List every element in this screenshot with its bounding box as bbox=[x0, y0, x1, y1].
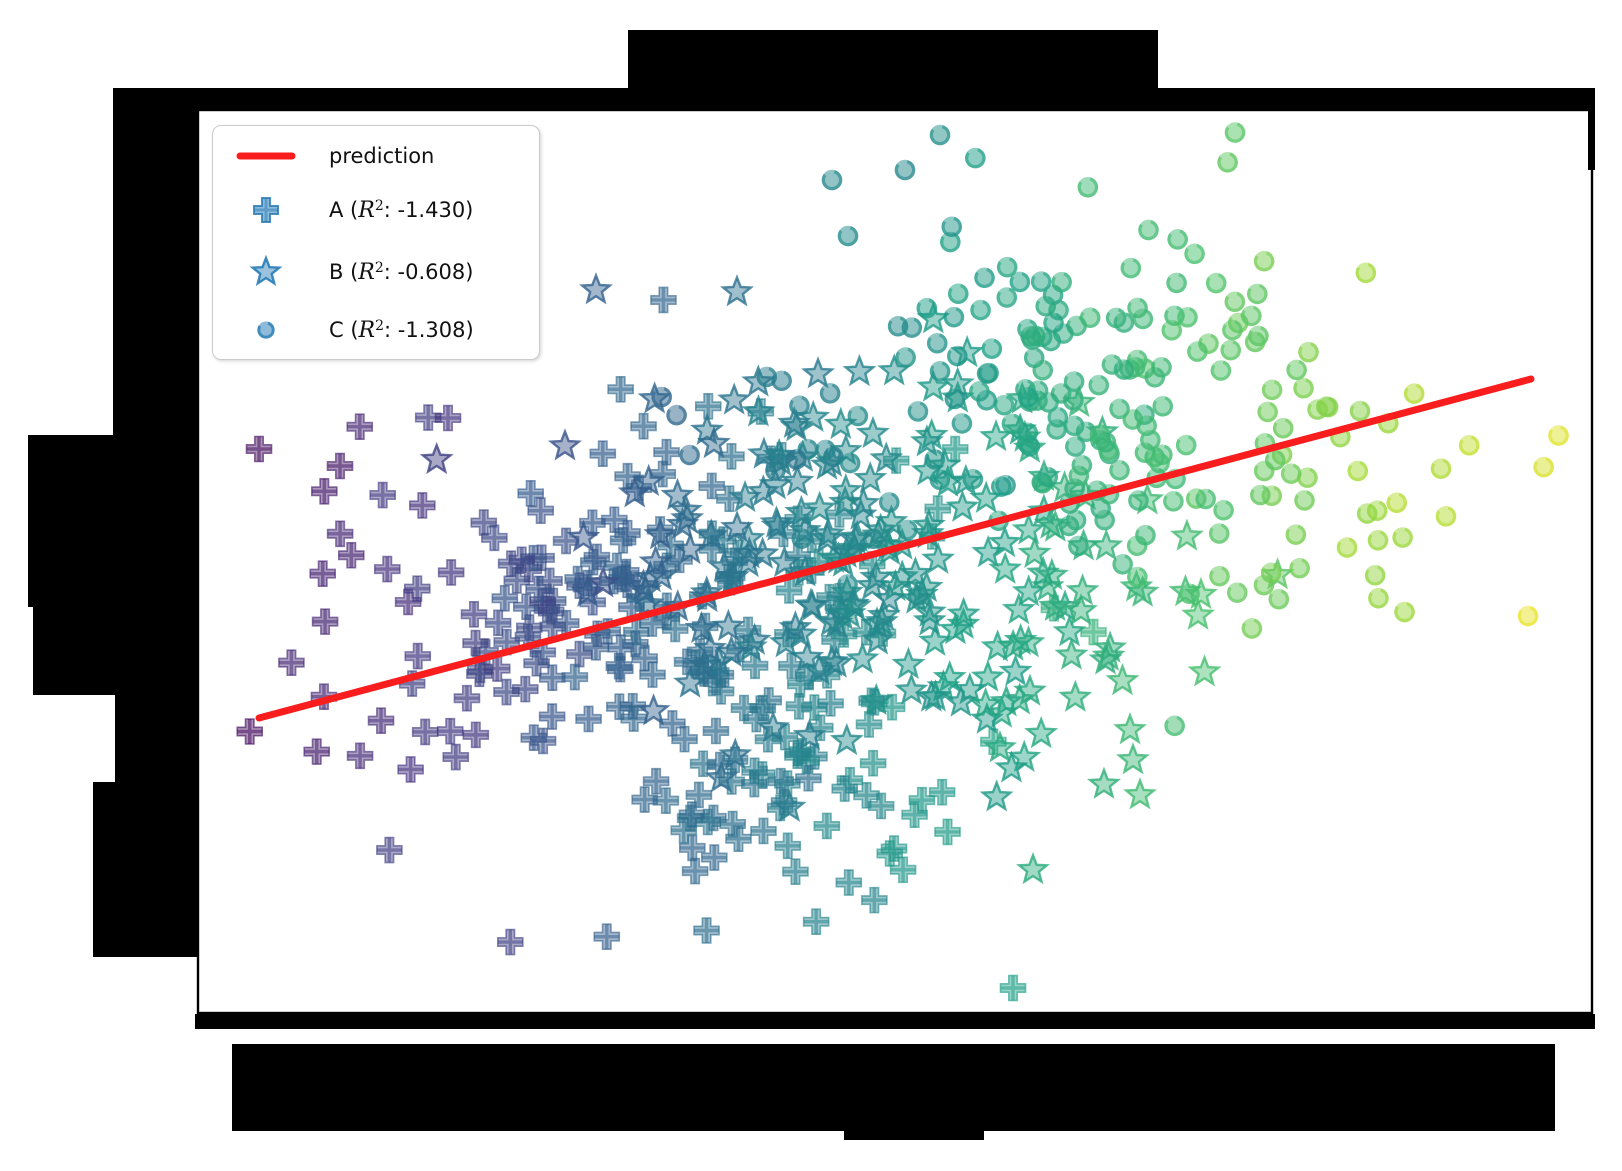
prediction-line-swatch bbox=[231, 137, 301, 175]
legend-label-a: A (R2: -1.430) bbox=[329, 197, 474, 223]
redacted-xaxis-strip bbox=[195, 1014, 1595, 1029]
legend-label-c: C (R2: -1.308) bbox=[329, 317, 474, 343]
redacted-right-notch bbox=[1588, 110, 1595, 170]
star-marker-glyph bbox=[249, 254, 283, 287]
legend-item-a: A (R2: -1.430) bbox=[213, 188, 539, 232]
redacted-xlabel-block bbox=[232, 1044, 1555, 1131]
plus-marker-icon bbox=[231, 191, 301, 229]
legend: prediction A (R2: -1.430) B (R2: -0.608) bbox=[212, 125, 540, 360]
legend-label-b: B (R2: -0.608) bbox=[329, 259, 474, 285]
legend-item-b: B (R2: -0.608) bbox=[213, 250, 539, 294]
redacted-title bbox=[628, 30, 1158, 88]
prediction-line bbox=[255, 375, 1535, 722]
legend-item-prediction: prediction bbox=[213, 134, 539, 178]
redacted-ytick-5 bbox=[93, 782, 198, 957]
redacted-ytick-2 bbox=[28, 435, 198, 607]
circle-marker-icon bbox=[231, 311, 301, 349]
redacted-xlabel-tab bbox=[844, 1131, 984, 1140]
redacted-ytick-4 bbox=[115, 695, 198, 782]
plus-marker-glyph bbox=[253, 197, 279, 223]
circle-marker-glyph bbox=[257, 321, 275, 339]
legend-label-prediction: prediction bbox=[329, 144, 435, 168]
series-b bbox=[419, 272, 1295, 885]
red-line-icon bbox=[236, 152, 296, 160]
legend-item-c: C (R2: -1.308) bbox=[213, 308, 539, 352]
redacted-top-strip bbox=[113, 88, 1595, 110]
series-c bbox=[651, 122, 1569, 737]
redacted-ytick-3 bbox=[33, 607, 198, 695]
star-marker-icon bbox=[231, 253, 301, 291]
redacted-ytick-1 bbox=[113, 110, 198, 435]
